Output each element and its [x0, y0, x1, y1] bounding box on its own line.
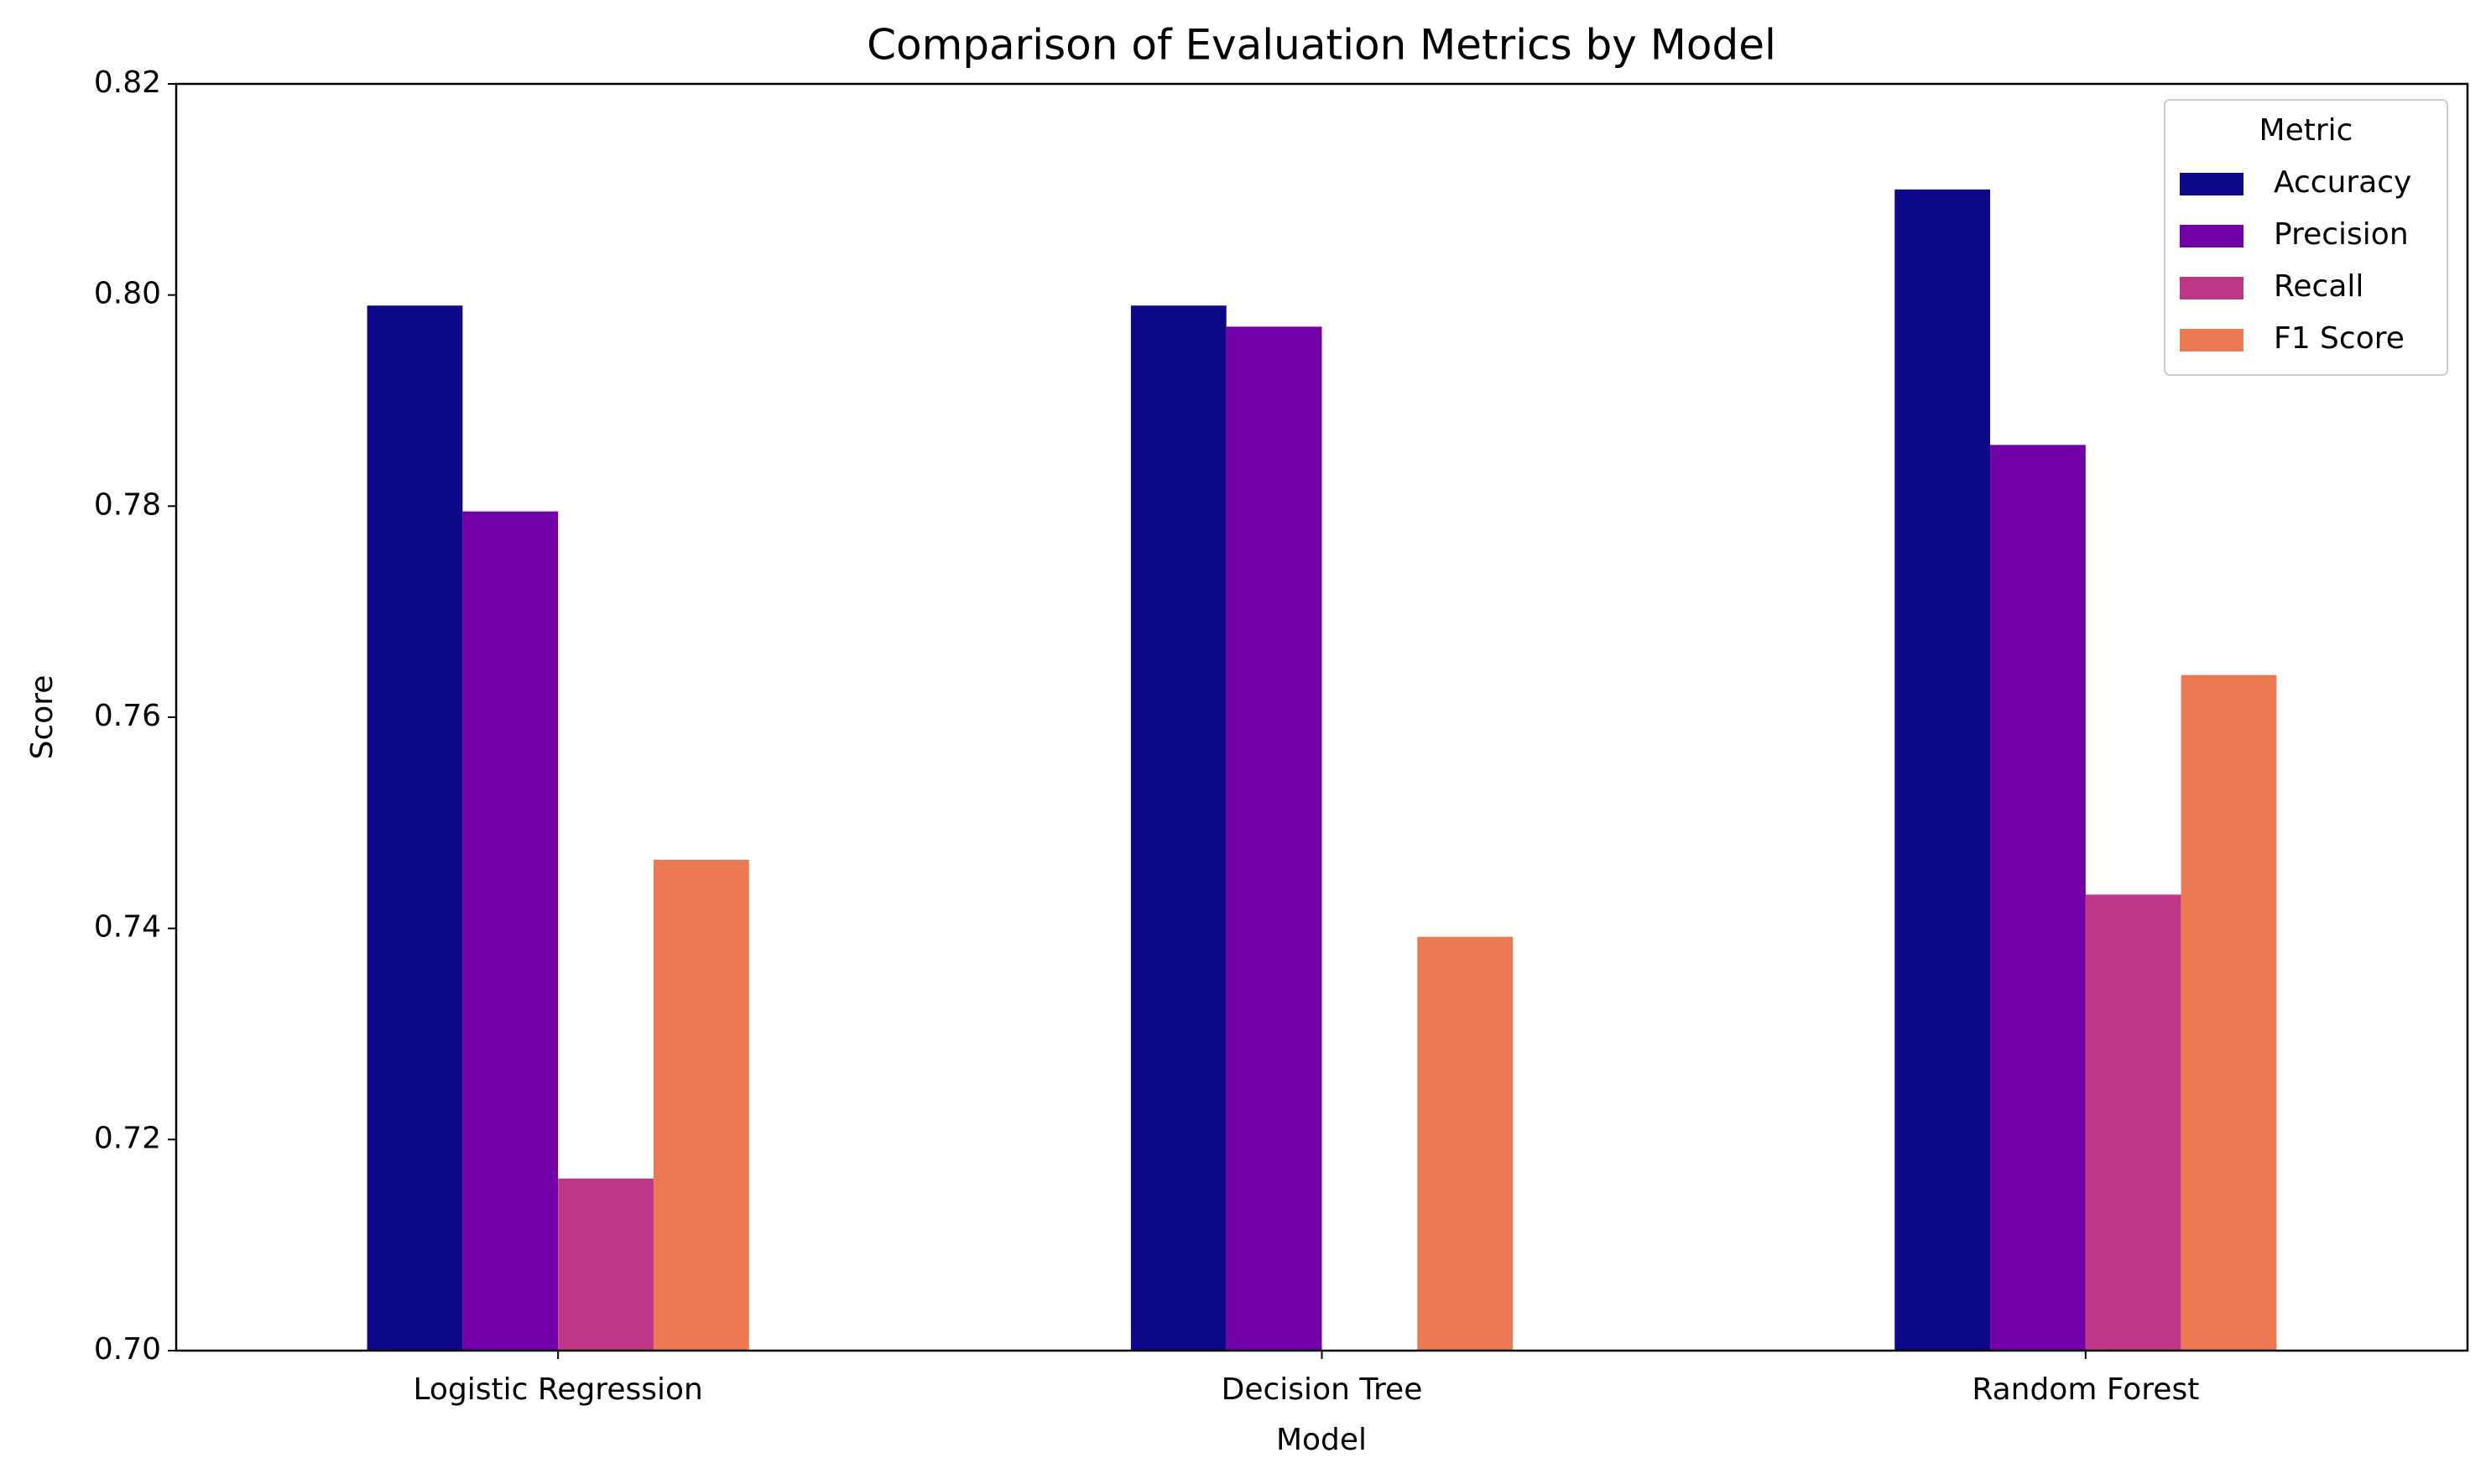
y-tick-label: 0.78: [94, 487, 161, 522]
y-tick-label: 0.80: [94, 277, 161, 311]
legend-label: Accuracy: [2274, 165, 2411, 200]
x-axis-label: Model: [1276, 1423, 1367, 1457]
x-tick-label: Logistic Regression: [414, 1372, 703, 1407]
bar: [2181, 674, 2277, 1351]
bars: [367, 189, 2277, 1351]
legend-swatch: [2180, 329, 2243, 351]
legend-label: Recall: [2274, 269, 2363, 304]
legend-swatch: [2180, 225, 2243, 247]
legend-swatch: [2180, 173, 2243, 195]
y-tick-label: 0.70: [94, 1332, 161, 1367]
y-tick-label: 0.74: [94, 910, 161, 945]
y-axis-label: Score: [25, 675, 60, 760]
x-tick-label: Decision Tree: [1222, 1372, 1423, 1407]
bar: [653, 859, 749, 1351]
bar: [367, 305, 463, 1351]
bar: [1417, 936, 1514, 1351]
legend-label: Precision: [2274, 217, 2409, 252]
bar: [1130, 305, 1227, 1351]
bar: [558, 1178, 654, 1351]
y-tick-label: 0.76: [94, 699, 161, 733]
x-tick-label: Random Forest: [1972, 1372, 2199, 1407]
bar: [1894, 189, 1991, 1351]
chart-title: Comparison of Evaluation Metrics by Mode…: [867, 21, 1776, 70]
bar: [462, 511, 559, 1351]
y-tick-label: 0.82: [94, 65, 161, 100]
bar: [1226, 326, 1322, 1351]
legend-box: [2164, 99, 2448, 376]
legend-title: Metric: [2259, 113, 2353, 148]
y-tick-label: 0.72: [94, 1121, 161, 1155]
bar: [2085, 894, 2181, 1351]
legend-swatch: [2180, 277, 2243, 299]
legend-label: F1 Score: [2274, 321, 2405, 356]
bar: [1990, 445, 2086, 1351]
